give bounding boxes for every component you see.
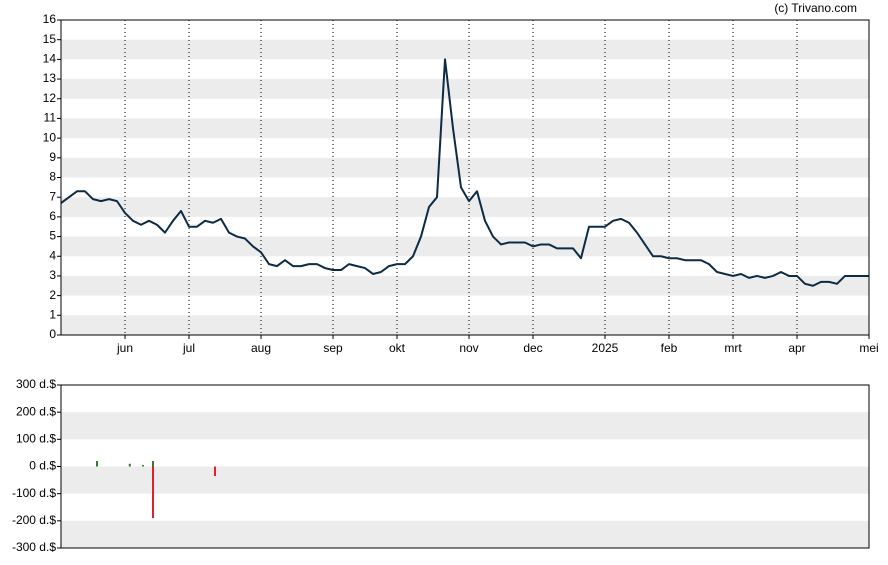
x-tick-label: nov — [459, 341, 478, 355]
bar — [96, 461, 98, 467]
y-tick-label: 300 d.$ — [16, 377, 56, 391]
y-tick-label: 13 — [43, 71, 57, 85]
y-tick-label: 9 — [49, 150, 56, 164]
y-tick-label: -100 d.$ — [12, 486, 56, 500]
grid-band — [61, 197, 869, 217]
grid-band — [61, 275, 869, 296]
y-tick-label: -300 d.$ — [12, 540, 56, 554]
y-tick-label: 15 — [43, 32, 57, 46]
y-tick-label: 0 d.$ — [29, 459, 56, 473]
bar — [152, 466, 154, 519]
y-tick-label: 10 — [43, 130, 57, 144]
x-tick-label: aug — [251, 341, 271, 355]
x-tick-label: mei — [859, 341, 878, 355]
y-tick-label: 100 d.$ — [16, 432, 56, 446]
source-credit: (c) Trivano.com — [774, 1, 857, 15]
x-tick-label: apr — [788, 341, 805, 355]
y-tick-label: 8 — [49, 170, 56, 184]
y-tick-label: 200 d.$ — [16, 404, 56, 418]
bar — [214, 466, 216, 477]
y-tick-label: 1 — [49, 307, 56, 321]
y-tick-label: 11 — [44, 111, 57, 125]
grid-band — [61, 315, 869, 335]
bar — [128, 463, 131, 467]
grid-band — [61, 39, 869, 60]
bar — [142, 465, 144, 467]
y-tick-label: 4 — [49, 248, 56, 262]
plot-frame — [60, 19, 870, 336]
x-tick-label: jul — [182, 341, 195, 355]
bar — [152, 461, 154, 467]
x-tick-label: sep — [323, 341, 343, 355]
y-tick-label: 5 — [49, 229, 56, 243]
plot-frame — [60, 384, 870, 549]
x-tick-label: feb — [661, 341, 678, 355]
y-tick-label: -200 d.$ — [12, 513, 56, 527]
grid-band — [61, 466, 869, 494]
x-tick-label: 2025 — [592, 341, 619, 355]
y-tick-label: 14 — [43, 52, 57, 66]
grid-band — [61, 118, 869, 139]
y-tick-label: 7 — [49, 189, 56, 203]
grid-band — [61, 520, 869, 548]
grid-band — [61, 157, 869, 178]
x-tick-label: dec — [523, 341, 542, 355]
price-line — [60, 58, 869, 287]
grid-band — [61, 412, 869, 440]
y-tick-label: 6 — [49, 209, 56, 223]
x-tick-label: mrt — [724, 341, 742, 355]
y-tick-label: 12 — [43, 91, 57, 105]
y-tick-label: 2 — [49, 288, 56, 302]
y-tick-label: 0 — [49, 327, 56, 341]
y-tick-label: 16 — [43, 12, 57, 26]
y-tick-label: 3 — [49, 268, 56, 282]
grid-band — [61, 79, 869, 99]
x-tick-label: jun — [116, 341, 133, 355]
x-tick-label: okt — [389, 341, 406, 355]
grid-band — [61, 236, 869, 257]
